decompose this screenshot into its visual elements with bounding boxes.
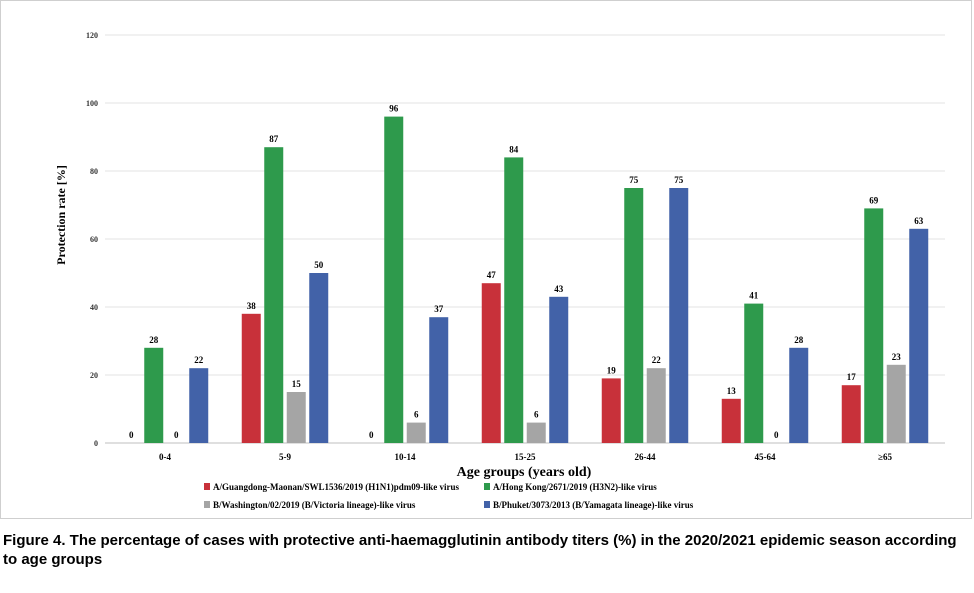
legend-entry: B/Washington/02/2019 (B/Victoria lineage…: [213, 500, 416, 510]
data-label: 28: [149, 335, 159, 345]
data-label: 47: [487, 270, 497, 280]
bar: [241, 313, 261, 443]
data-label: 13: [727, 386, 737, 396]
figure-caption: Figure 4. The percentage of cases with p…: [3, 532, 957, 568]
bar: [264, 147, 284, 443]
y-tick-label: 60: [90, 235, 98, 244]
y-tick-labels: 0 20 40 60 80 100 120: [86, 31, 98, 448]
data-label: 6: [534, 410, 539, 420]
bar: [406, 422, 426, 443]
data-label: 96: [389, 104, 399, 114]
data-label: 0: [174, 430, 179, 440]
bar: [789, 347, 809, 443]
x-axis-title: Age groups (years old): [457, 465, 592, 480]
data-label: 28: [794, 335, 804, 345]
bar: [384, 116, 404, 443]
x-tick-label: 0-4: [159, 452, 171, 462]
data-label: 87: [269, 134, 279, 144]
data-label: 84: [509, 144, 519, 154]
data-label: 19: [607, 365, 617, 375]
legend-swatch: [204, 501, 210, 508]
bars: [144, 116, 929, 443]
data-label: 22: [652, 355, 662, 365]
bar: [286, 392, 306, 443]
legend-entry: B/Phuket/3073/2013 (B/Yamagata lineage)-…: [493, 500, 694, 510]
x-tick-label: 26-44: [635, 452, 656, 462]
data-label: 63: [914, 216, 924, 226]
legend-entry: A/Guangdong-Maonan/SWL1536/2019 (H1N1)pd…: [213, 482, 460, 492]
data-labels: 0 28 0 22 38 87 15 50 0 96 6 37 47 84 6 43 19 75 22 75 13 41 0…: [129, 104, 924, 440]
data-label: 75: [674, 175, 684, 185]
y-tick-label: 0: [94, 439, 98, 448]
legend-entry: A/Hong Kong/2671/2019 (H3N2)-like virus: [493, 482, 657, 492]
legend: A/Guangdong-Maonan/SWL1536/2019 (H1N1)pd…: [204, 482, 694, 510]
bar: [526, 422, 546, 443]
bar: [669, 188, 689, 443]
bar: [429, 317, 449, 443]
legend-swatch: [204, 483, 210, 490]
bar: [646, 368, 666, 443]
bar: [744, 303, 764, 443]
x-tick-label: ≥65: [878, 452, 892, 462]
bar: [841, 385, 861, 443]
data-label: 6: [414, 410, 419, 420]
data-label: 17: [847, 372, 857, 382]
gridlines: [105, 34, 945, 444]
data-label: 69: [869, 195, 879, 205]
data-label: 43: [554, 284, 564, 294]
data-label: 0: [129, 430, 134, 440]
data-label: 50: [314, 260, 324, 270]
bar: [624, 188, 644, 443]
data-label: 0: [774, 430, 779, 440]
bar: [721, 398, 741, 443]
y-tick-label: 20: [90, 371, 98, 380]
data-label: 15: [292, 379, 302, 389]
y-tick-label: 120: [86, 31, 98, 40]
data-label: 75: [629, 175, 639, 185]
bar: [189, 368, 209, 443]
x-tick-labels: 0-4 5-9 10-14 15-25 26-44 45-64 ≥65: [159, 452, 892, 462]
legend-swatch: [484, 501, 490, 508]
y-tick-label: 80: [90, 167, 98, 176]
bar: [909, 228, 929, 443]
bar: [549, 296, 569, 443]
y-tick-label: 40: [90, 303, 98, 312]
bar: [601, 378, 621, 443]
data-label: 41: [749, 291, 759, 301]
legend-swatch: [484, 483, 490, 490]
bar: [504, 157, 524, 443]
bar: [481, 283, 501, 443]
x-tick-label: 5-9: [279, 452, 291, 462]
x-tick-label: 45-64: [755, 452, 776, 462]
bar: [886, 364, 906, 443]
x-tick-label: 15-25: [515, 452, 536, 462]
y-axis-title: Protection rate [%]: [54, 165, 68, 265]
chart-frame: 0 20 40 60 80 100 120 0 28 0 22 38 87 15 50 0 96 6 37 47 84…: [0, 0, 972, 519]
data-label: 23: [892, 352, 902, 362]
data-label: 38: [247, 301, 257, 311]
data-label: 0: [369, 430, 374, 440]
data-label: 37: [434, 304, 444, 314]
x-tick-label: 10-14: [395, 452, 416, 462]
data-label: 22: [194, 355, 204, 365]
bar: [864, 208, 884, 443]
bar: [309, 273, 329, 443]
y-tick-label: 100: [86, 99, 98, 108]
bar: [144, 347, 164, 443]
